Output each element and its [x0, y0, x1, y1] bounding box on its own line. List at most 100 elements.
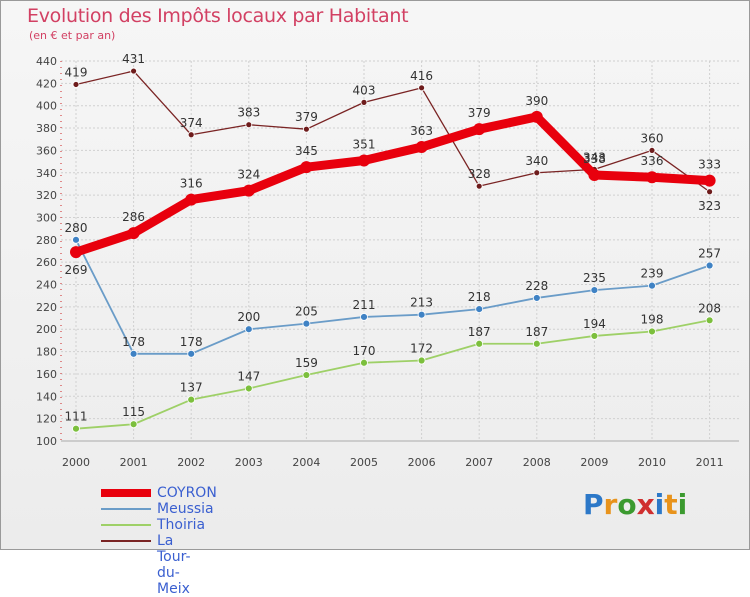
legend-label: La Tour-du-Meix: [157, 533, 191, 597]
data-point-Thoiria: [360, 358, 368, 367]
y-tick-label: 240: [36, 279, 57, 292]
data-label: 239: [641, 267, 664, 281]
data-label: 419: [65, 65, 88, 79]
data-point-Thoiria: [532, 339, 541, 348]
data-label: 187: [525, 325, 548, 339]
data-label: 390: [525, 94, 548, 108]
data-label: 178: [122, 335, 145, 349]
y-tick-label: 320: [36, 189, 57, 202]
logo-letter: i: [677, 488, 688, 521]
y-tick-label: 180: [36, 346, 57, 359]
data-point-Thoiria: [244, 384, 253, 393]
y-tick-label: 420: [36, 77, 57, 90]
data-point-Meussia: [475, 305, 484, 314]
data-point-COYRON: [415, 141, 428, 154]
y-tick-label: 340: [36, 167, 57, 180]
data-label: 363: [410, 124, 433, 138]
data-point-Thoiria: [302, 371, 311, 379]
data-point-COYRON: [530, 110, 543, 123]
data-label: 345: [295, 144, 318, 158]
data-label: 324: [237, 168, 260, 182]
data-label: 218: [468, 290, 491, 304]
data-label: 211: [353, 298, 376, 312]
x-tick-label: 2004: [292, 456, 320, 469]
y-tick-label: 300: [36, 211, 57, 224]
data-point-Thoiria: [187, 395, 196, 404]
data-point-La Tour-du-Meix: [360, 98, 368, 106]
series-line-COYRON: [71, 112, 715, 257]
logo-letter: P: [583, 488, 604, 521]
data-label: 316: [180, 177, 203, 191]
data-point-Meussia: [648, 281, 656, 290]
data-label: 198: [641, 312, 664, 326]
data-point-Meussia: [532, 294, 541, 302]
data-point-COYRON: [588, 169, 601, 181]
data-label: 328: [468, 167, 491, 181]
data-point-Thoiria: [475, 339, 484, 348]
data-label: 416: [410, 69, 433, 83]
data-label: 286: [122, 210, 145, 224]
data-point-Meussia: [129, 349, 138, 358]
x-tick-label: 2011: [696, 456, 724, 469]
x-tick-label: 2009: [580, 456, 608, 469]
data-point-COYRON: [127, 227, 140, 240]
chart-title: Evolution des Impôts locaux par Habitant: [27, 5, 409, 27]
data-point-Meussia: [244, 325, 253, 334]
x-tick-label: 2003: [235, 456, 263, 469]
data-point-COYRON: [703, 174, 716, 187]
data-point-COYRON: [358, 154, 370, 167]
data-label: 374: [180, 116, 203, 130]
data-point-Thoiria: [705, 316, 714, 325]
line-chart: 100 120 140 160 180 200 220 240 260 280 300 320 340 3…: [36, 52, 739, 469]
data-label: 379: [468, 106, 491, 120]
y-tick-label: 360: [36, 144, 57, 157]
grid-lines: [61, 60, 739, 442]
data-label: 379: [295, 110, 318, 124]
data-point-COYRON: [473, 123, 486, 136]
data-label: 172: [410, 342, 433, 356]
data-point-Meussia: [302, 319, 311, 328]
data-label: 343: [583, 150, 606, 164]
legend-swatch: [101, 540, 151, 542]
x-tick-label: 2006: [408, 456, 436, 469]
data-point-La Tour-du-Meix: [302, 125, 310, 133]
series-line-La Tour-du-Meix: [75, 70, 711, 193]
data-point-COYRON: [185, 193, 198, 206]
data-label: 111: [65, 410, 88, 424]
data-label: 137: [180, 381, 203, 395]
logo-letter: i: [654, 488, 665, 521]
data-label: 333: [698, 158, 721, 172]
data-point-Meussia: [187, 349, 196, 358]
data-point-Thoiria: [648, 327, 656, 336]
data-point-Meussia: [417, 310, 426, 319]
data-point-La Tour-du-Meix: [706, 188, 713, 196]
y-tick-label: 100: [36, 435, 57, 448]
data-point-La Tour-du-Meix: [475, 182, 483, 190]
data-label: 159: [295, 356, 318, 370]
data-label: 338: [583, 152, 606, 166]
y-tick-label: 160: [36, 368, 57, 381]
data-point-La Tour-du-Meix: [130, 67, 138, 75]
legend-swatch: [101, 508, 151, 510]
x-tick-label: 2000: [62, 456, 90, 469]
y-axis: 100 120 140 160 180 200 220 240 260 280 300 320 340 3…: [36, 55, 62, 448]
x-tick-label: 2001: [120, 456, 148, 469]
data-point-COYRON: [242, 184, 255, 197]
data-label: 360: [641, 131, 664, 145]
data-label: 403: [353, 83, 376, 97]
data-label: 170: [353, 344, 376, 358]
legend-swatch: [101, 489, 151, 497]
data-point-COYRON: [70, 246, 82, 259]
data-label: 178: [180, 335, 203, 349]
data-point-Meussia: [72, 235, 80, 244]
series-line-Meussia: [75, 238, 711, 355]
data-label: 336: [641, 154, 664, 168]
data-point-COYRON: [646, 171, 658, 184]
x-tick-label: 2007: [465, 456, 493, 469]
data-point-Meussia: [360, 313, 368, 321]
y-tick-label: 280: [36, 234, 57, 247]
data-point-Thoiria: [72, 424, 80, 433]
data-point-La Tour-du-Meix: [187, 131, 195, 139]
data-label: 187: [468, 325, 491, 339]
data-point-Thoiria: [129, 420, 138, 429]
